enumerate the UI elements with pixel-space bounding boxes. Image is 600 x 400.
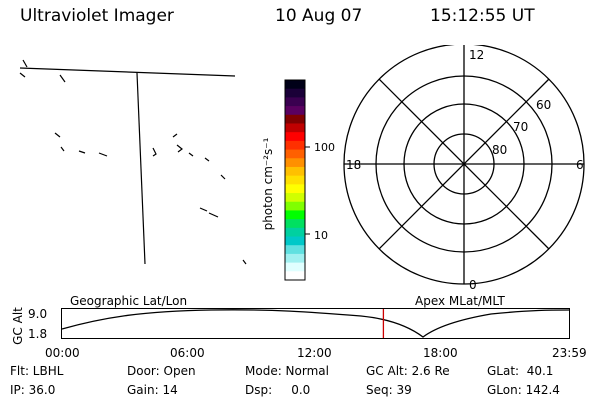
- colorbar-cell: [285, 219, 305, 229]
- polar-label-18: 18: [346, 158, 361, 172]
- colorbar-cell: [285, 97, 305, 107]
- timeline-ylabel: GC Alt: [11, 307, 25, 345]
- colorbar-unit-label: photon cm⁻²s⁻¹: [262, 137, 275, 230]
- altitude-timeline: [61, 308, 570, 339]
- colorbar-cell: [285, 158, 305, 168]
- polar-label-6: 6: [576, 158, 584, 172]
- timeline-ytick-low: 1.8: [28, 327, 48, 341]
- status-glat: GLat: 40.1: [487, 364, 554, 378]
- latitude-line: [19, 67, 236, 77]
- colorbar-cell: [285, 201, 305, 212]
- coastline-segment: [78, 150, 86, 154]
- timeline-xtick-1200: 12:00: [297, 346, 332, 360]
- polar-label-12: 12: [469, 48, 484, 62]
- timeline-xtick-0600: 06:00: [170, 346, 205, 360]
- coastline-segment: [204, 157, 210, 162]
- colorbar-cell: [285, 140, 305, 151]
- status-gc-alt: GC Alt: 2.6 Re: [366, 364, 450, 378]
- colorbar-cell: [285, 227, 305, 238]
- coastline-segment: [59, 74, 66, 83]
- polar-label-70: 70: [513, 120, 528, 134]
- colorbar-tick-10: 10: [314, 229, 328, 242]
- colorbar-cell: [285, 166, 305, 177]
- colorbar-cell: [285, 88, 305, 98]
- polar-diagonal: [378, 78, 550, 250]
- coastline-segment: [19, 72, 26, 78]
- timeline-right-title: Apex MLat/MLT: [415, 294, 505, 308]
- status-mode: Mode: Normal: [245, 364, 329, 378]
- colorbar-cell: [285, 184, 305, 194]
- polar-label-0: 0: [469, 278, 477, 292]
- coastline-segment: [188, 152, 194, 157]
- timeline-ytick-high: 9.0: [28, 307, 48, 321]
- colorbar-tick-100: 100: [314, 141, 335, 154]
- colorbar-cell: [285, 80, 305, 90]
- colorbar-cell: [285, 123, 305, 133]
- colorbar-cell: [285, 236, 305, 246]
- geographic-map: [19, 59, 247, 265]
- coastline-segment: [98, 152, 108, 157]
- svg-text:GC Alt: GC Alt: [11, 307, 25, 345]
- polar-plot: 12 18 6 0 60 70 80: [343, 45, 585, 292]
- colorbar-cell: [285, 271, 305, 281]
- status-glon: GLon: 142.4: [487, 383, 560, 397]
- coastline-segment: [22, 59, 28, 68]
- date-label: 10 Aug 07: [275, 6, 363, 26]
- coastline-segment: [54, 132, 61, 138]
- colorbar-gradient: [285, 80, 305, 281]
- coastline-segment: [176, 144, 183, 153]
- colorbar-cell: [285, 106, 305, 116]
- coastline-segment: [60, 146, 65, 152]
- coastline-segment: [220, 174, 226, 180]
- coastline-segment: [242, 259, 247, 265]
- timeline-left-title: Geographic Lat/Lon: [70, 294, 188, 308]
- colorbar-cell: [285, 149, 305, 159]
- colorbar-cell: [285, 210, 305, 220]
- status-gain: Gain: 14: [127, 383, 178, 397]
- status-filter: Flt: LBHL: [10, 364, 64, 378]
- timeline-xtick-2359: 23:59: [552, 346, 587, 360]
- instrument-title: Ultraviolet Imager: [20, 6, 174, 26]
- polar-label-60: 60: [536, 98, 551, 112]
- colorbar-cell: [285, 114, 305, 125]
- coastline-segment: [172, 133, 178, 138]
- polar-label-80: 80: [492, 143, 507, 157]
- coastline-segment: [199, 207, 208, 212]
- colorbar-cell: [285, 245, 305, 255]
- status-ip: IP: 36.0: [10, 383, 56, 397]
- longitude-line: [136, 72, 146, 265]
- colorbar-cell: [285, 132, 305, 142]
- status-door: Door: Open: [127, 364, 196, 378]
- colorbar-cell: [285, 253, 305, 264]
- colorbar: photon cm⁻²s⁻¹: [262, 79, 310, 281]
- colorbar-cell: [285, 262, 305, 272]
- colorbar-cell: [285, 193, 305, 203]
- coastline-segment: [208, 212, 219, 218]
- timeline-xtick-1800: 18:00: [423, 346, 458, 360]
- status-dsp: Dsp: 0.0: [245, 383, 311, 397]
- time-label: 15:12:55 UT: [430, 6, 535, 26]
- timeline-xtick-0000: 00:00: [45, 346, 80, 360]
- status-seq: Seq: 39: [366, 383, 412, 397]
- coastline-segment: [152, 147, 157, 157]
- colorbar-cell: [285, 175, 305, 185]
- altitude-curve: [61, 309, 570, 338]
